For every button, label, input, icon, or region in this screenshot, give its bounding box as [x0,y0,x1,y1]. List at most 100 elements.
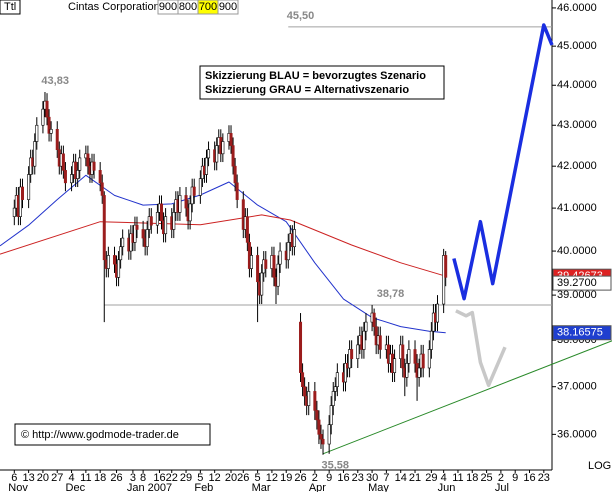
month-label: Jun [438,482,456,492]
candle-body [192,186,196,196]
x-tick-label: 13 [22,472,34,484]
price-marker [552,325,612,341]
x-tick-label: 26 [294,472,306,484]
x-tick-label: 16 [153,472,165,484]
candle-body [98,170,102,184]
y-tick-label: 36.0000 [557,428,597,440]
candle-body [307,391,311,406]
annotation: 35,58 [322,460,350,472]
x-tick-label: 4 [441,472,447,484]
candle-body [172,212,176,230]
period-button-label: 900 [159,1,177,13]
indicator-line [322,340,612,455]
y-tick-label: 43.0000 [557,119,597,131]
period-button [217,0,239,15]
candle-body [299,321,303,373]
candle-body [429,330,433,350]
y-tick-label: 37.0000 [557,381,597,393]
candle-body [427,349,431,369]
y-tick-label: 46.0000 [557,2,597,14]
candle-body [401,344,405,369]
indicator-line [0,174,446,334]
candle-body [35,124,39,142]
y-tick-label: 45.0000 [557,40,597,52]
month-label: Dec [66,482,86,492]
x-tick-label: 19 [280,472,292,484]
candle-body [405,363,409,378]
candle-body [112,255,116,265]
candle-body [335,372,339,387]
y-tick-label: 41.0000 [557,202,597,214]
x-tick-label: 8 [140,472,146,484]
y-tick-label: 44.0000 [557,79,597,91]
candle-body [372,312,376,327]
candle-body [41,108,45,126]
x-tick-label: 20 [37,472,49,484]
candle-body [207,149,211,159]
month-label: Feb [194,482,213,492]
x-tick-label: 11 [80,472,91,484]
month-label: May [368,482,389,492]
x-tick-label: 23 [352,472,364,484]
x-tick-label: 5 [197,472,203,484]
month-label: Mar [252,482,271,492]
x-tick-label: 9 [512,472,518,484]
candle-body [364,321,368,332]
candle-body [272,255,276,278]
candle-body [119,246,123,261]
candle-body [121,237,125,248]
month-label: Jan 2007 [127,482,172,492]
annotation: 38,78 [377,288,405,300]
candle-body [221,141,225,155]
x-tick-label: 23 [538,472,550,484]
candle-body [215,145,219,163]
candle-body [204,157,208,175]
candle-body [313,391,317,411]
candle-body [70,174,74,184]
candle-body [145,229,149,248]
candle-body [20,186,24,200]
x-tick-label: 22 [166,472,178,484]
candle-body [188,203,192,222]
candle-body [292,229,296,248]
candle-body [393,358,397,373]
candle-body [407,349,411,364]
candle-body [315,410,319,421]
candle-body [436,303,440,323]
x-tick-label: 27 [51,472,63,484]
x-tick-label: 11 [452,472,463,484]
candle-body [164,216,168,235]
y-tick-label: 40.0000 [557,245,597,257]
watermark: © http://www.godmode-trader.de [21,429,179,441]
y-tick-label: 39.0000 [557,289,597,301]
candle-body [63,170,67,184]
candle-body [327,424,331,445]
candle-body [286,242,290,261]
x-tick-label: 12 [209,472,221,484]
chart-title: Cintas Corporation [68,1,160,13]
x-tick-label: 29 [425,472,437,484]
x-tick-label: 9 [326,472,332,484]
candle-body [249,255,253,269]
candle-body [198,178,202,196]
candle-body [329,405,333,426]
x-tick-label: 16 [337,472,349,484]
candle-body [27,174,31,200]
watermark-box [14,423,211,446]
candle-body [184,195,188,209]
period-button-label: 800 [179,1,197,13]
annotation: 45,50 [287,10,315,22]
candle-body [331,391,335,406]
month-label: Nov [8,482,28,492]
candle-body [444,255,448,278]
x-tick-label: 18 [94,472,106,484]
candle-body [256,255,260,283]
x-tick-label: 14 [395,472,407,484]
symbol-label: Ttl [4,1,16,13]
scenario-line [455,309,507,388]
candle-body [301,372,305,387]
y-tick-label: 42.0000 [557,160,597,172]
x-tick-label: 25 [480,472,492,484]
